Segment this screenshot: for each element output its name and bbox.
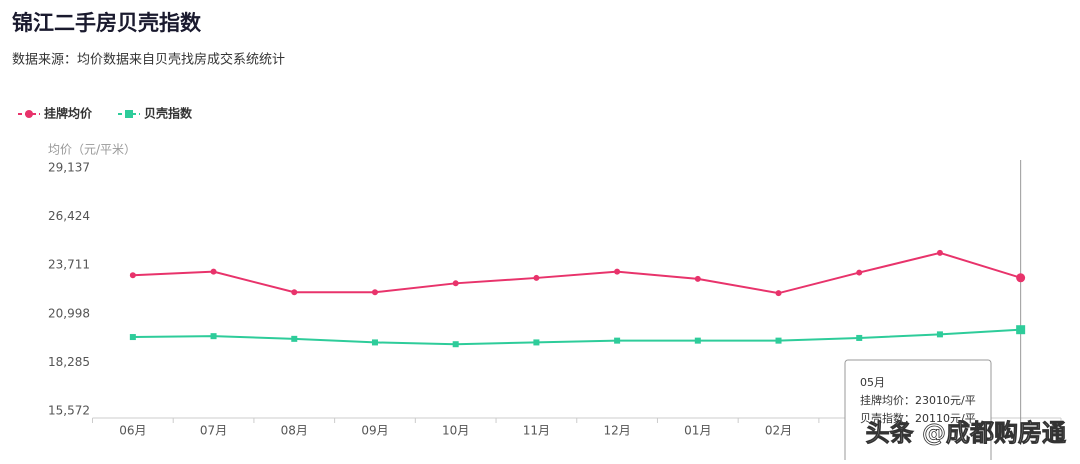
y-tick-label: 23,711 (48, 258, 90, 272)
marker (291, 289, 298, 296)
x-tick-label: 10月 (442, 424, 469, 438)
x-tick-label: 07月 (200, 424, 227, 438)
marker (371, 289, 378, 296)
marker (533, 339, 540, 346)
x-tick-label: 01月 (684, 424, 711, 438)
tooltip-title: 05月 (860, 376, 885, 389)
x-tick-label: 09月 (361, 424, 388, 438)
y-tick-label: 26,424 (48, 209, 90, 223)
marker (210, 268, 217, 275)
marker (694, 337, 701, 344)
tooltip-line: 贝壳指数：20110元/平 (860, 411, 976, 425)
y-axis-title: 均价（元/平米） (48, 143, 136, 157)
series-line (132, 251, 1021, 295)
chart-subtitle: 数据来源：均价数据来自贝壳找房成交系统统计 (12, 52, 285, 68)
marker (775, 290, 782, 297)
y-tick-label: 20,998 (48, 306, 90, 320)
marker (856, 269, 863, 276)
tooltip-box (844, 359, 992, 464)
marker (614, 268, 621, 275)
marker (452, 341, 459, 348)
y-tick-label: 18,285 (48, 355, 90, 369)
legend-label: 贝壳指数 (144, 106, 193, 121)
marker (533, 274, 540, 281)
marker (129, 334, 136, 341)
marker (775, 337, 782, 344)
legend: 挂牌均价 贝壳指数 (18, 106, 193, 121)
x-tick-label: 02月 (765, 424, 792, 438)
marker (936, 249, 943, 256)
x-tick-label: 12月 (603, 424, 630, 438)
legend-marker (125, 110, 133, 118)
marker (452, 280, 459, 287)
watermark: 头条 @成都购房通 (866, 419, 1066, 447)
x-tick-label: 11月 (523, 424, 550, 438)
marker (371, 339, 378, 346)
marker (614, 337, 621, 344)
marker (210, 333, 217, 340)
marker (129, 272, 136, 279)
x-tick-label: 06月 (119, 424, 146, 438)
marker (1016, 273, 1026, 283)
marker (856, 334, 863, 341)
legend-label: 挂牌均价 (44, 106, 93, 121)
marker (291, 335, 298, 342)
legend-marker (25, 110, 33, 118)
marker (936, 331, 943, 338)
x-tick-label: 08月 (281, 424, 308, 438)
chart-title: 锦江二手房贝壳指数 (12, 11, 202, 35)
y-tick-label: 15,572 (48, 404, 90, 418)
tooltip-line: 挂牌均价：23010元/平 (860, 393, 976, 407)
marker (694, 275, 701, 282)
series-line (132, 328, 1021, 346)
y-tick-label: 29,137 (48, 161, 90, 175)
marker (1016, 325, 1026, 335)
